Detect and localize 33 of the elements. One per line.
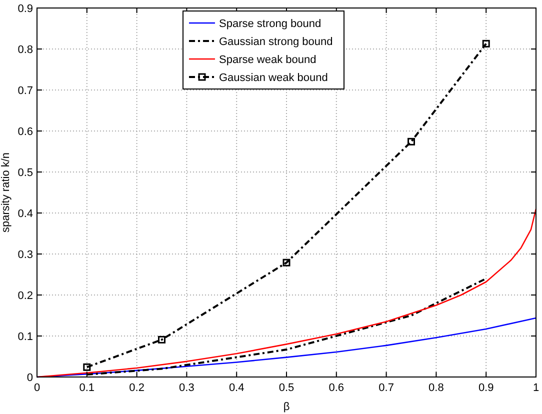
legend-label: Gaussian strong bound [219,36,333,48]
point [482,40,490,48]
x-tick-label: 0.1 [79,382,95,394]
x-tick-label: 0.7 [378,382,394,394]
x-tick-label: 0.5 [278,382,294,394]
x-tick-label: 0.2 [129,382,144,394]
x-tick-label: 0.6 [328,382,344,394]
line-series [36,208,537,378]
point [83,363,91,371]
x-tick-label: 0.8 [428,382,444,394]
y-tick-label: 0.4 [18,208,33,220]
x-tick-label: 1 [532,382,540,394]
y-tick-label: 0.3 [18,249,33,261]
x-tick-label: 0 [34,382,40,394]
y-tick-label: 0.5 [18,167,33,179]
y-tick-label: 0.6 [18,126,33,138]
x-tick-label: 0.4 [228,382,244,394]
y-tick-label: 0.9 [18,3,33,15]
y-tick-label: 0.1 [18,331,33,343]
point [282,258,290,266]
y-tick-label: 0 [26,372,33,384]
y-axis-title: sparsity ratio k/n [0,152,12,233]
x-axis-title: β [283,401,290,413]
x-tick-label: 0.3 [179,382,194,394]
legend-label: Sparse strong bound [219,18,322,30]
y-tick-label: 0.2 [18,290,33,302]
point [158,336,166,344]
x-tick-label: 0.9 [478,382,494,394]
y-tick-label: 0.8 [18,44,33,56]
point [408,138,415,146]
legend-label: Gaussian weak bound [219,72,328,84]
y-tick-label: 0.7 [18,85,33,97]
legend-label: Sparse weak bound [219,54,316,66]
